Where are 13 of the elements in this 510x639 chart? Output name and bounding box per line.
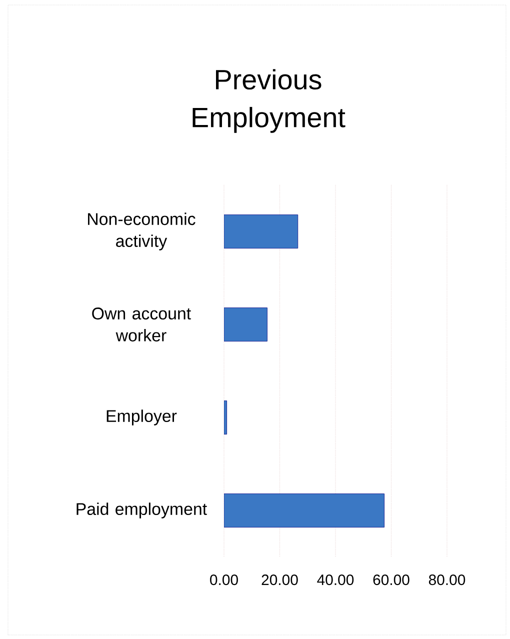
y-tick-label: Own account worker bbox=[92, 308, 191, 342]
x-tick-label: 60.00 bbox=[373, 574, 410, 586]
y-tick-label: Employer bbox=[106, 410, 177, 426]
chart-title: Previous Employment bbox=[192, 69, 346, 133]
x-tick-label: 0.00 bbox=[210, 574, 238, 586]
bar bbox=[224, 494, 384, 528]
x-tick-label: 40.00 bbox=[317, 574, 354, 586]
bar bbox=[224, 214, 298, 248]
y-tick-label: Non-economic activity bbox=[88, 212, 196, 250]
bar bbox=[224, 308, 268, 342]
x-tick-label: 20.00 bbox=[262, 574, 298, 586]
x-tick-label: 80.00 bbox=[428, 574, 466, 586]
y-tick-label: Paid employment bbox=[76, 502, 207, 518]
